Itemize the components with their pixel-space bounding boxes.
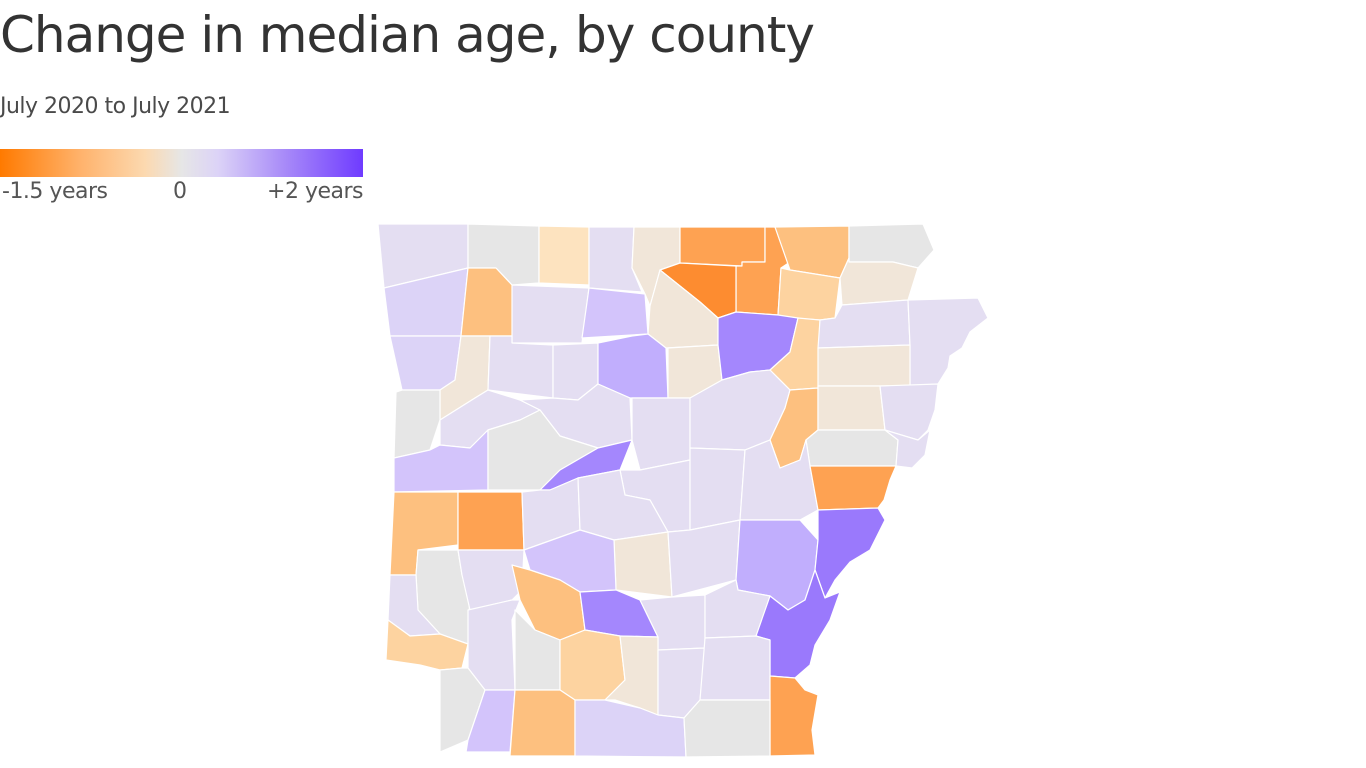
county-69: [699, 635, 771, 701]
county-43: [689, 447, 746, 531]
county-37: [805, 429, 899, 467]
county-27: [907, 297, 989, 387]
county-20: [487, 335, 554, 399]
chart-subtitle: July 2020 to July 2021: [0, 94, 231, 119]
county-73: [509, 689, 576, 757]
county-12: [511, 284, 590, 344]
county-16: [839, 257, 919, 306]
county-47: [457, 491, 525, 551]
county-18: [389, 335, 462, 391]
county-45: [809, 465, 897, 511]
legend-min-label: -1.5 years: [2, 179, 108, 204]
county-13: [581, 287, 649, 339]
county-28: [817, 344, 911, 387]
legend-mid-label: 0: [173, 179, 187, 204]
legend-max-label: +2 years: [267, 179, 363, 204]
county-3: [538, 225, 590, 286]
county-38: [884, 429, 931, 469]
county-72: [465, 689, 516, 753]
legend-gradient-bar: [0, 149, 363, 177]
color-legend: -1.5 years 0 +2 years: [0, 149, 364, 209]
county-50: [613, 531, 673, 598]
county-70: [769, 675, 819, 757]
county-4: [588, 226, 643, 293]
county-35: [817, 385, 886, 431]
county-32: [631, 397, 691, 471]
county-64: [467, 599, 521, 691]
chart-title: Change in median age, by county: [0, 6, 815, 64]
county-75: [683, 699, 771, 758]
county-6: [679, 226, 766, 267]
county-74: [574, 699, 687, 758]
county-53: [814, 507, 886, 599]
